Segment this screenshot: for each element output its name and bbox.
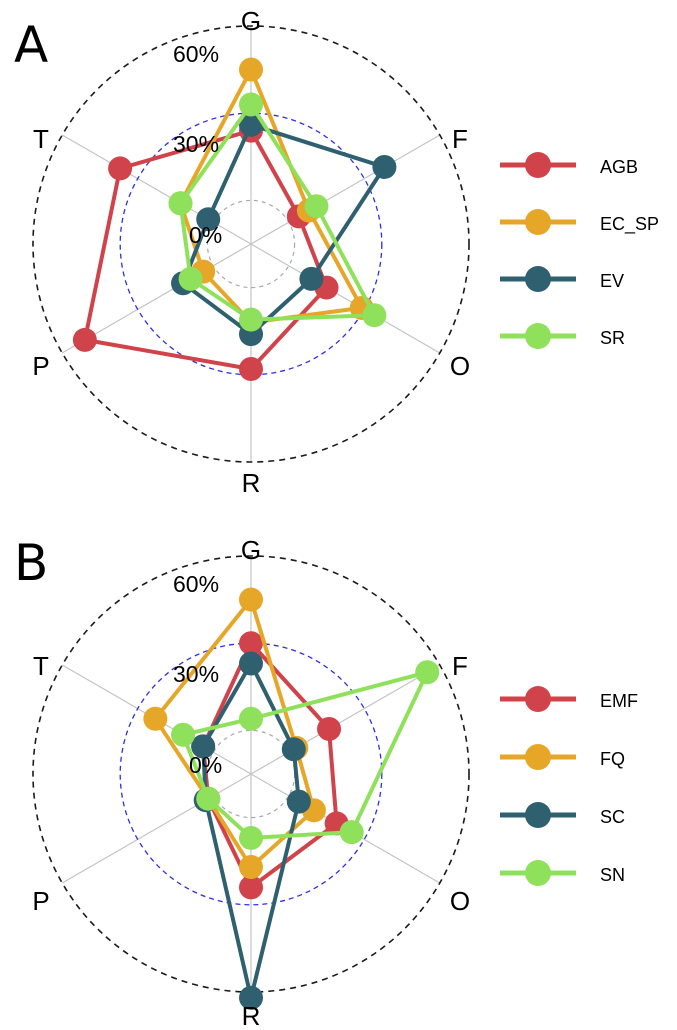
axis-label-f: F [452,124,468,154]
data-point [239,587,263,612]
axis-label-g: G [241,535,261,565]
data-point [317,716,342,741]
axis-spoke [250,664,441,775]
legend-label: EC_SP [600,214,659,235]
panel-label: B [14,534,48,592]
data-point [239,57,263,82]
legend-key-marker [525,686,551,712]
data-point [171,722,196,747]
ring-label-30: 30% [173,661,219,687]
grid-ring [32,25,470,463]
axis-spoke [250,243,441,354]
radar-panel-b: B G F O R P T 60% 30% 0% EMF FQ SC SN [14,534,638,1030]
axis-label-p: P [32,351,49,381]
legend-key-marker [525,209,551,235]
legend-label: SC [600,807,625,827]
legend-key-marker [525,266,551,292]
data-point [239,855,263,880]
panel-label: A [14,16,48,74]
radar-grid [32,555,470,993]
data-point [299,266,324,291]
ring-label-0: 0% [189,222,222,248]
axis-label-p: P [32,886,49,916]
data-point [72,327,97,352]
axis-label-o: O [450,351,470,381]
data-point [239,307,263,332]
ring-label-60: 60% [173,41,219,67]
data-point [239,356,263,381]
data-point [108,156,133,181]
legend-label: FQ [600,749,625,769]
data-point [286,789,311,814]
data-point [415,660,440,685]
legend: AGB EC_SP EV SR [500,152,659,349]
legend-label: AGB [600,157,638,177]
data-point [143,706,168,731]
legend-key-marker [525,744,551,770]
legend-key-marker [525,860,551,886]
axis-label-o: O [450,886,470,916]
axis-spoke [61,134,252,245]
data-point [281,737,306,762]
radar-grid [32,25,470,463]
data-point [239,112,263,137]
data-point [304,194,329,219]
legend-label: EMF [600,691,638,711]
data-point [239,706,263,731]
axis-label-r: R [242,1001,261,1030]
data-point [239,875,263,900]
axis-label-g: G [241,6,261,36]
legend: EMF FQ SC SN [500,686,638,886]
data-point [191,734,216,759]
axis-labels: G F O R P T 60% 30% 0% [32,6,470,498]
axis-label-t: T [33,124,49,154]
legend-label: EV [600,271,624,291]
radar-panel-a: A G F O R P T 60% 30% 0% AGB EC_SP EV SR [14,6,659,498]
series-layer [72,57,397,381]
axis-spoke [250,134,441,245]
data-point [339,820,364,845]
axis-label-t: T [33,651,49,681]
data-point [239,631,263,656]
data-point [196,786,221,811]
axis-label-r: R [242,468,261,498]
axis-labels: G F O R P T 60% 30% 0% [32,535,470,1030]
data-point [196,207,221,232]
data-point [168,191,193,216]
data-point [178,266,203,291]
data-point [239,985,263,1010]
axis-spoke [61,773,252,884]
legend-label: SN [600,865,625,885]
legend-key-marker [525,152,551,178]
ring-label-0: 0% [189,752,222,778]
series-layer [143,587,440,1010]
legend-label: SR [600,328,625,348]
legend-key-marker [525,802,551,828]
axis-label-f: F [452,651,468,681]
data-point [239,825,263,850]
ring-label-30: 30% [173,131,219,157]
data-point [372,154,397,179]
ring-label-60: 60% [173,571,219,597]
data-point [239,651,263,676]
data-point [239,92,263,117]
grid-ring [206,199,296,289]
data-point [362,303,387,328]
legend-key-marker [525,323,551,349]
